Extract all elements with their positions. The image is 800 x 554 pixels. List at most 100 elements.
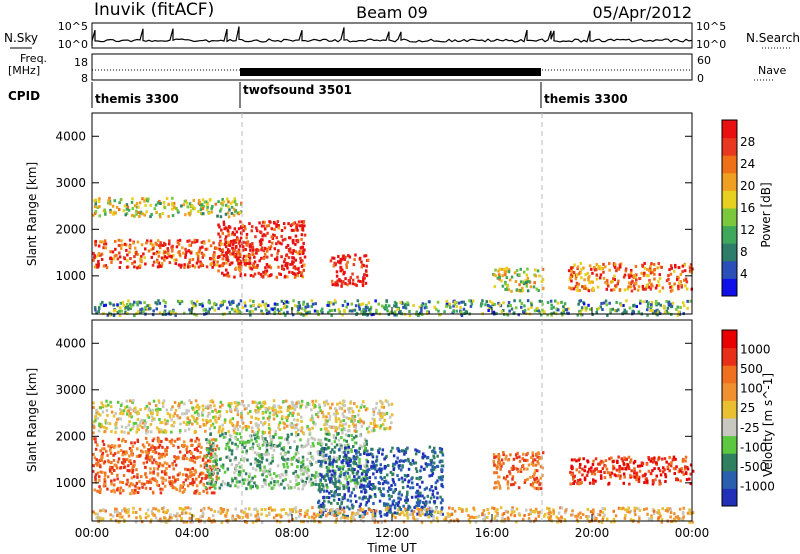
scatter-cell: [206, 468, 210, 472]
scatter-cell: [265, 469, 268, 473]
scatter-cell: [341, 313, 344, 317]
scatter-cell: [637, 310, 641, 314]
scatter-cell: [675, 307, 678, 311]
scatter-cell: [352, 445, 355, 448]
scatter-cell: [307, 311, 310, 315]
scatter-cell: [375, 455, 379, 459]
scatter-cell: [285, 261, 288, 265]
scatter-cell: [296, 433, 300, 437]
scatter-cell: [389, 504, 393, 508]
scatter-cell: [252, 262, 256, 266]
scatter-cell: [637, 520, 640, 524]
scatter-cell: [619, 474, 622, 478]
scatter-cell: [580, 481, 583, 485]
scatter-cell: [118, 314, 122, 317]
scatter-cell: [343, 409, 346, 413]
scatter-cell: [602, 276, 606, 280]
scatter-cell: [265, 308, 268, 312]
scatter-cell: [115, 253, 118, 257]
scatter-cell: [539, 487, 543, 491]
scatter-cell: [387, 493, 391, 497]
scatter-cell: [514, 466, 518, 470]
scatter-cell: [110, 482, 113, 486]
noise-sky-line: [91, 26, 693, 46]
scatter-cell: [259, 272, 263, 276]
power-marks: [92, 196, 695, 317]
scatter-cell: [315, 460, 318, 464]
scatter-cell: [337, 308, 341, 312]
scatter-cell: [307, 442, 310, 446]
scatter-cell: [116, 400, 120, 404]
scatter-cell: [407, 479, 411, 483]
scatter-cell: [359, 444, 362, 448]
scatter-cell: [625, 458, 628, 462]
scatter-cell: [372, 407, 375, 411]
scatter-cell: [539, 476, 542, 480]
scatter-cell: [460, 300, 463, 304]
scatter-cell: [249, 248, 252, 252]
scatter-cell: [150, 415, 154, 419]
scatter-cell: [165, 453, 168, 456]
scatter-cell: [286, 266, 289, 270]
scatter-cell: [327, 467, 330, 470]
scatter-cell: [382, 487, 385, 491]
scatter-cell: [270, 235, 273, 239]
scatter-cell: [282, 302, 286, 305]
scatter-cell: [217, 476, 220, 480]
scatter-cell: [103, 479, 107, 483]
scatter-cell: [192, 473, 196, 477]
scatter-cell: [668, 268, 671, 272]
scatter-cell: [229, 252, 232, 256]
scatter-cell: [182, 481, 185, 485]
scatter-cell: [193, 265, 197, 269]
scatter-cell: [157, 399, 161, 403]
scatter-cell: [142, 461, 145, 465]
scatter-cell: [208, 479, 211, 483]
scatter-cell: [285, 254, 288, 258]
scatter-cell: [226, 248, 230, 252]
scatter-cell: [260, 224, 264, 228]
scatter-cell: [471, 299, 475, 303]
scatter-cell: [258, 446, 261, 450]
scatter-cell: [159, 241, 162, 245]
scatter-cell: [601, 467, 605, 471]
scatter-cell: [302, 268, 305, 272]
scatter-cell: [324, 461, 327, 465]
scatter-cell: [682, 304, 686, 308]
scatter-cell: [393, 489, 396, 493]
scatter-cell: [581, 467, 584, 471]
scatter-cell: [225, 443, 229, 447]
scatter-cell: [230, 434, 233, 438]
scatter-cell: [198, 303, 202, 306]
scatter-cell: [683, 278, 686, 282]
scatter-cell: [140, 449, 143, 453]
scatter-cell: [294, 234, 298, 238]
scatter-cell: [161, 212, 164, 215]
scatter-cell: [198, 248, 201, 252]
scatter-cell: [554, 299, 557, 303]
scatter-cell: [489, 305, 492, 309]
scatter-cell: [427, 300, 431, 304]
scatter-cell: [133, 260, 136, 264]
scatter-cell: [662, 470, 665, 474]
scatter-cell: [384, 303, 388, 307]
scatter-cell: [223, 418, 227, 422]
scatter-cell: [364, 269, 368, 273]
scatter-cell: [410, 462, 413, 466]
scatter-cell: [431, 465, 434, 469]
scatter-cell: [621, 467, 624, 471]
scatter-cell: [98, 197, 101, 201]
scatter-cell: [171, 203, 175, 207]
scatter-cell: [224, 226, 228, 230]
scatter-cell: [612, 466, 616, 470]
scatter-cell: [160, 256, 164, 260]
scatter-cell: [119, 449, 123, 452]
scatter-cell: [378, 511, 382, 515]
scatter-cell: [112, 313, 116, 317]
scatter-cell: [147, 249, 151, 253]
scatter-cell: [338, 406, 342, 410]
scatter-cell: [580, 276, 583, 280]
scatter-cell: [681, 264, 685, 268]
scatter-cell: [111, 250, 115, 254]
scatter-cell: [230, 402, 233, 406]
